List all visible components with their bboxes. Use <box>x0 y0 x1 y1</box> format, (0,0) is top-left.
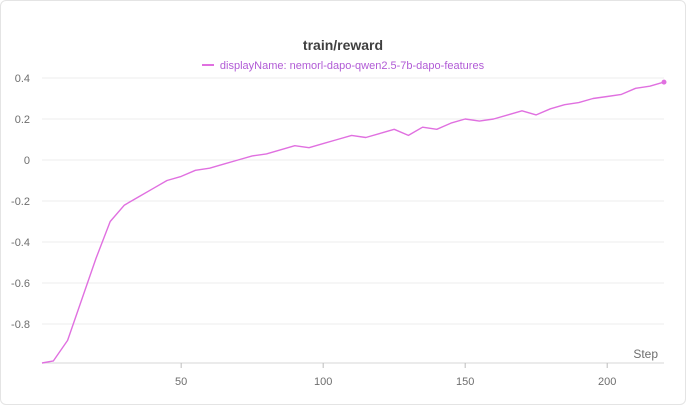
chart-title: train/reward <box>302 37 384 53</box>
y-tick-label: 0 <box>24 155 30 167</box>
x-tick-label: 100 <box>314 376 332 388</box>
legend[interactable]: displayName: nemorl-dapo-qwen2.5-7b-dapo… <box>0 60 686 72</box>
y-tick-label: -0.4 <box>11 237 30 249</box>
y-tick-label: 0.4 <box>15 73 30 85</box>
x-tick-label: 200 <box>598 376 616 388</box>
x-tick-label: 150 <box>456 376 474 388</box>
y-tick-label: -0.2 <box>11 196 30 208</box>
y-tick-label: 0.2 <box>15 114 30 126</box>
legend-swatch <box>201 64 214 67</box>
x-axis-label: Step <box>633 347 658 361</box>
y-tick-label: -0.8 <box>11 319 30 331</box>
series-endpoint[interactable] <box>661 79 667 85</box>
y-tick-label: -0.6 <box>11 278 30 290</box>
legend-label: displayName: nemorl-dapo-qwen2.5-7b-dapo… <box>219 60 485 72</box>
series-line[interactable] <box>41 81 665 364</box>
x-tick-label: 50 <box>175 376 187 388</box>
